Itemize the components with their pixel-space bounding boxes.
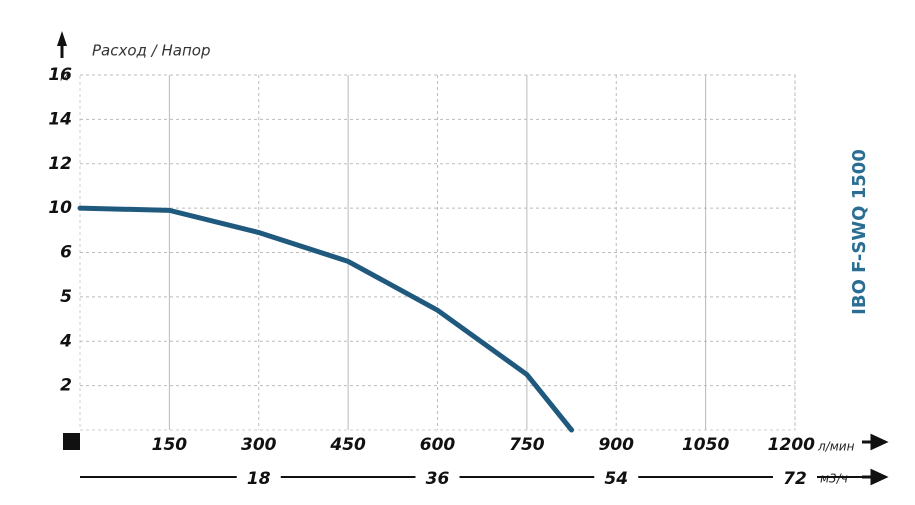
y-axis-label: Расход / Напор <box>92 42 210 60</box>
y-tick-label: 10 <box>48 198 72 218</box>
x-tick-label: 150 <box>152 435 188 455</box>
x-axis-arrow <box>862 433 889 451</box>
curve <box>77 205 575 433</box>
x2-tick-gap <box>594 468 639 486</box>
y-tick-label: 14 <box>48 109 72 129</box>
chart-title: IBO F-SWQ 1500 <box>849 149 870 315</box>
x-tick-label: 600 <box>420 435 456 455</box>
y-tick-label: 2 <box>60 376 72 396</box>
x2-tick-gap <box>236 468 281 486</box>
x2-unit: м3/ч <box>820 472 848 486</box>
x2-tick-label: 54 <box>604 469 628 489</box>
y-tick-label: 12 <box>48 154 72 174</box>
x-tick-label: 300 <box>241 435 277 455</box>
y-tick-label: 16 <box>48 65 72 85</box>
x-tick-label: 750 <box>509 435 545 455</box>
x-unit: л/мин <box>817 440 855 454</box>
x2-tick-gap <box>415 468 460 486</box>
x-tick-label: 1050 <box>682 435 729 455</box>
x2-tick-label: 72 <box>783 469 807 489</box>
x2-tick-gap <box>773 468 817 486</box>
x-tick-label: 1200 <box>768 435 815 455</box>
x2-axis-arrow <box>862 468 889 486</box>
x-tick-label: 900 <box>599 435 635 455</box>
x-tick-label: 450 <box>329 435 366 455</box>
y-tick-label: 5 <box>60 287 72 307</box>
x2-tick-label: 18 <box>247 469 271 489</box>
y-axis-arrow <box>57 31 67 46</box>
y-unit: м <box>60 70 69 84</box>
origin-marker <box>63 433 80 450</box>
y-tick-label: 4 <box>59 331 72 351</box>
y-tick-label: 6 <box>60 243 72 263</box>
x2-tick-label: 36 <box>426 469 450 489</box>
